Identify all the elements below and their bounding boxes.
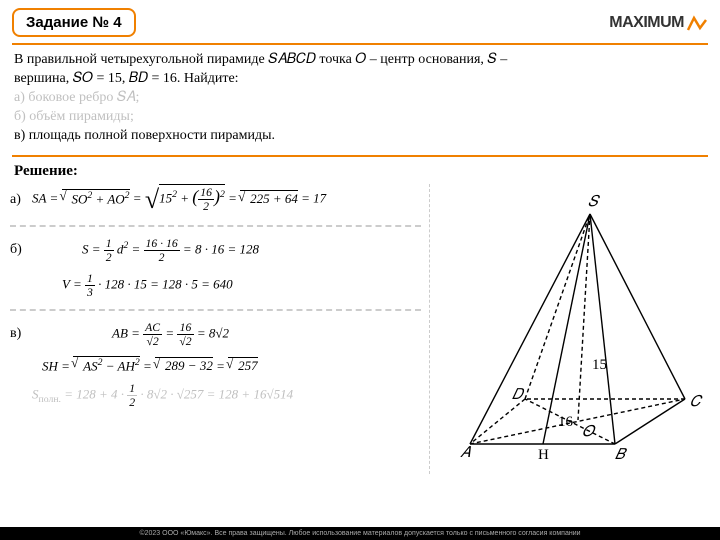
footer: ©2023 ООО «Юмакс». Все права защищены. Л… [0,527,720,540]
edge-16: 16 [558,414,574,430]
pt-O: 𝑂 [582,424,596,440]
problem-c: в) площадь полной поверхности пирамиды. [14,127,706,146]
edge-15: 15 [592,357,607,373]
problem-line1: В правильной четырехугольной пирамиде 𝑆𝐴… [14,51,706,70]
logo-icon [686,14,708,32]
math-a: SA = SO2 + AO2 = √ 152 + (162)2 = 225 + … [32,184,326,215]
math-b-s: S = 12 d2 = 16 · 162 = 8 · 16 = 128 [82,237,259,264]
dash-sep-2 [10,309,421,311]
problem-statement: В правильной четырехугольной пирамиде 𝑆𝐴… [0,51,720,151]
problem-b: б) объём пирамиды; [14,108,706,127]
solution-b-v: V = 13 · 128 · 15 = 128 · 5 = 640 [10,272,421,299]
divider-mid [12,155,708,157]
pt-H: H [538,447,549,463]
solution-b: б) S = 12 d2 = 16 · 162 = 8 · 16 = 128 [10,237,421,264]
solution-label: Решение: [0,163,720,184]
solution-c: в) AB = AC√2 = 16√2 = 8√2 [10,321,421,348]
divider-top [12,43,708,45]
label-a: а) [10,192,32,208]
diagram: 𝑆 𝐴 𝐵 𝐶 𝐷 𝑂 H 15 16 [430,184,710,474]
task-badge: Задание № 4 [12,8,136,37]
math-c-total: Sполн. = 128 + 4 · 12 · 8√2 · √257 = 128… [32,382,293,409]
problem-a: а) боковое ребро 𝑆𝐴; [14,89,706,108]
dash-sep-1 [10,225,421,227]
math-c-sh: SH = AS2 − AH2 = 289 − 32 = 257 [42,356,258,374]
problem-line2: вершина, 𝑆𝑂 = 15, 𝐵𝐷 = 16. Найдите: [14,70,706,89]
label-c: в) [10,326,32,342]
solution-body: а) SA = SO2 + AO2 = √ 152 + (162)2 = 225… [10,184,430,474]
solution-c-sh: SH = AS2 − AH2 = 289 − 32 = 257 [10,356,421,374]
solution-c-total: Sполн. = 128 + 4 · 12 · 8√2 · √257 = 128… [10,382,421,409]
pt-C: 𝐶 [690,394,703,410]
pt-A: 𝐴 [460,445,471,461]
label-b: б) [10,242,32,258]
math-c-ab: AB = AC√2 = 16√2 = 8√2 [112,321,229,348]
logo: MAXIMUM [609,14,708,32]
solution-a: а) SA = SO2 + AO2 = √ 152 + (162)2 = 225… [10,184,421,215]
logo-text: MAXIMUM [609,14,684,32]
pt-B: 𝐵 [615,447,628,463]
math-b-v: V = 13 · 128 · 15 = 128 · 5 = 640 [62,272,233,299]
pt-S: 𝑆 [588,194,601,210]
